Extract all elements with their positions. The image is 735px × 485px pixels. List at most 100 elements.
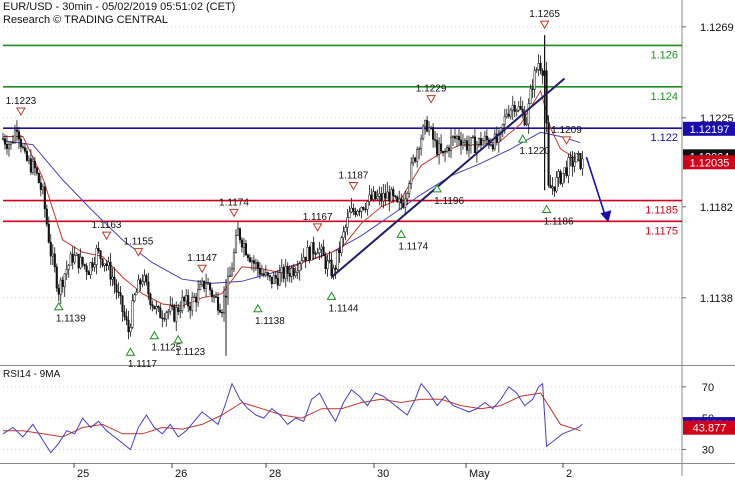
candle-body [232, 251, 236, 270]
swing-low-marker [53, 301, 64, 311]
candle-body [81, 256, 84, 265]
candle-body [362, 207, 365, 210]
candle-body [284, 266, 287, 279]
chart-credit: Research © TRADING CENTRAL [3, 14, 168, 26]
candle-body [440, 143, 443, 152]
candle-body [41, 186, 44, 190]
candle-body [17, 131, 20, 140]
swing-high-label: 1.1163 [92, 220, 122, 231]
candle-body [129, 327, 132, 333]
candle-body [459, 139, 463, 146]
candle-body [220, 311, 224, 314]
chart-title: EUR/USD - 30min - 05/02/2019 05:51:02 (C… [3, 1, 236, 13]
candle-body [432, 127, 435, 140]
candle-body [515, 110, 518, 112]
candle-body [157, 305, 160, 308]
candle-body [35, 167, 38, 174]
candle-body [29, 158, 32, 173]
candle-body [507, 113, 510, 117]
candle-body [481, 140, 484, 146]
candle-body [13, 129, 16, 143]
candle-body [529, 88, 532, 104]
candle-body [119, 292, 122, 297]
swing-high-marker [426, 95, 436, 104]
candle-body [527, 103, 530, 125]
candle-body [67, 264, 70, 270]
candle-body [358, 210, 361, 213]
candle-body [268, 275, 271, 278]
candle-body [368, 194, 371, 202]
candle-body [424, 120, 427, 127]
candle-body [354, 211, 357, 215]
candle-body [101, 258, 104, 266]
candle-body [412, 157, 415, 164]
candle-body [23, 147, 26, 152]
candle-body [9, 141, 13, 145]
swing-high-marker [16, 107, 26, 116]
candle-body [322, 246, 325, 257]
candle-body [262, 273, 265, 276]
candle-body [296, 270, 299, 273]
candle-body [109, 261, 112, 280]
swing-high-label: 1.1167 [303, 212, 333, 223]
candle-body [19, 138, 22, 148]
candle-body [199, 284, 202, 290]
swing-low-marker [125, 347, 136, 356]
candle-body [111, 276, 114, 280]
candle-body [53, 253, 56, 268]
candle-body [547, 122, 550, 186]
candle-body [95, 248, 98, 265]
candle-body [242, 243, 245, 248]
candle-body [344, 227, 347, 233]
candle-body [501, 124, 504, 129]
candle-body [181, 296, 184, 311]
candle-body [426, 120, 429, 132]
candle-body [579, 153, 582, 169]
candle-body [298, 263, 301, 272]
trendline-layer [330, 77, 612, 278]
candle-body [63, 273, 66, 287]
candle-body [1, 138, 5, 140]
candle-body [71, 253, 74, 263]
candle-body [541, 70, 544, 76]
candle-body [113, 276, 116, 285]
candle-body [461, 141, 465, 146]
level-label: 1.122 [650, 132, 678, 144]
candle-body [384, 193, 387, 199]
candle-body [404, 198, 407, 208]
candle-body [525, 123, 528, 126]
swing-high-label: 1.1209 [551, 125, 582, 136]
candle-body [87, 271, 90, 276]
rsi-tick-label: 70 [702, 382, 714, 394]
candle-body [222, 295, 226, 314]
swing-low-marker [149, 330, 160, 340]
candle-body [244, 243, 247, 256]
swing-high-marker [101, 231, 112, 241]
candle-body [326, 260, 329, 270]
swing-high-marker [348, 181, 359, 191]
candle-body [400, 198, 403, 204]
candle-body [513, 104, 516, 112]
candle-body [45, 208, 48, 225]
candle-body [577, 153, 580, 155]
candle-body [228, 275, 232, 278]
candle-body [430, 127, 433, 129]
rsi-tick-label: 30 [702, 444, 714, 456]
candle-body [302, 256, 305, 261]
candle-body [386, 191, 389, 199]
candle-body [418, 148, 421, 150]
candle-body [65, 269, 68, 275]
price-tag [683, 121, 735, 136]
candle-body [451, 136, 455, 138]
candle-body [346, 217, 349, 228]
candle-body [99, 250, 102, 260]
candle-body [139, 279, 142, 285]
candle-body [171, 305, 174, 307]
candle-body [11, 141, 15, 144]
rsi-title: RSI14 - 9MA [3, 369, 61, 380]
y-tick-label: 1.1269 [700, 22, 734, 34]
